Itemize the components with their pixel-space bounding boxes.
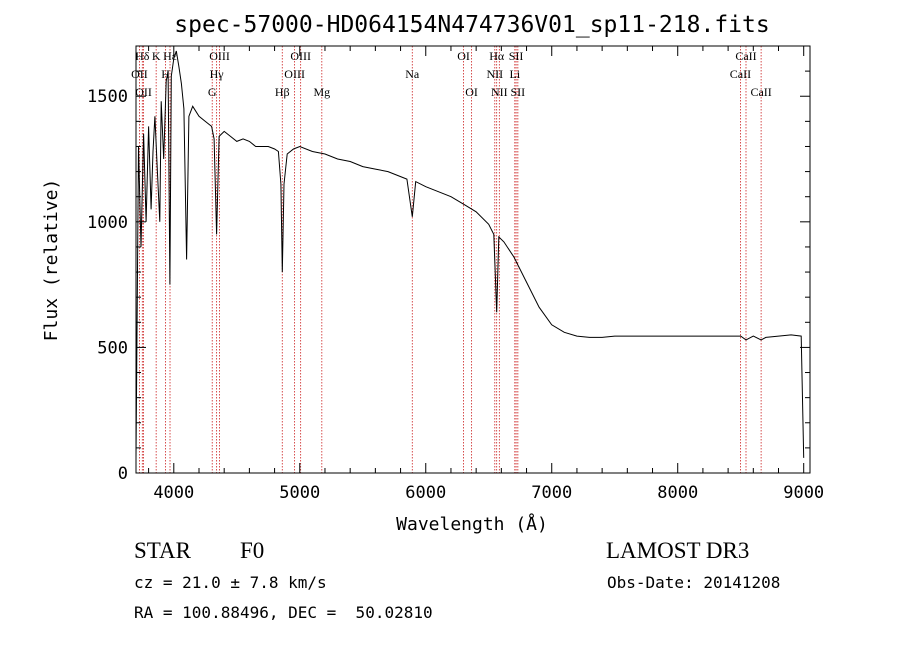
redshift-value: cz = 21.0 ± 7.8 km/s: [134, 573, 327, 592]
line-marker-label: OI: [457, 49, 470, 63]
line-marker-label: NII: [491, 85, 508, 99]
line-marker-label: Na: [405, 67, 420, 81]
line-marker-label: OIII: [209, 49, 230, 63]
line-marker-label: SII: [509, 49, 524, 63]
line-marker-label: Hδ: [135, 49, 150, 63]
spectrum-line: [135, 50, 805, 458]
chart-title: spec-57000-HD064154N474736V01_sp11-218.f…: [174, 12, 769, 38]
x-tick-label: 6000: [405, 483, 446, 503]
y-tick-label: 1500: [87, 87, 128, 107]
plot-frame: [135, 45, 811, 474]
y-axis-label: Flux (relative): [41, 179, 62, 342]
object-type: STAR: [134, 538, 191, 563]
line-marker-label: NII: [486, 67, 503, 81]
line-marker-label: CaII: [735, 49, 756, 63]
y-axis-ticks: 0 500 1000 1500: [87, 45, 810, 484]
x-axis-ticks: 4000 5000 6000 7000 8000 9000: [148, 46, 824, 503]
line-markers: [139, 46, 762, 473]
line-marker-label: Mg: [313, 85, 330, 99]
x-tick-label: 8000: [657, 483, 698, 503]
y-tick-label: 1000: [87, 213, 128, 233]
line-marker-label: Hβ: [275, 85, 290, 99]
line-marker-label: K: [152, 49, 161, 63]
line-marker-label: H: [161, 67, 170, 81]
x-tick-label: 9000: [783, 483, 824, 503]
line-marker-label: OII: [131, 67, 148, 81]
line-marker-label: Hα: [489, 49, 505, 63]
survey-name: LAMOST DR3: [606, 538, 750, 563]
line-marker-label: CaII: [750, 85, 771, 99]
line-marker-label: OI: [465, 85, 478, 99]
x-axis-label: Wavelength (Å): [396, 513, 548, 535]
observation-date: Obs-Date: 20141208: [607, 573, 781, 592]
line-marker-label: OIII: [290, 49, 311, 63]
line-marker-label: SII: [511, 85, 526, 99]
line-marker-label: OIII: [284, 67, 305, 81]
x-tick-label: 5000: [279, 483, 320, 503]
spectral-subclass: F0: [240, 538, 265, 563]
x-tick-label: 7000: [531, 483, 572, 503]
line-marker-label: OII: [135, 85, 152, 99]
coordinates: RA = 100.88496, DEC = 50.02810: [134, 603, 433, 622]
line-marker-label: CaII: [730, 67, 751, 81]
line-marker-label: Hγ: [210, 67, 225, 81]
line-marker-label: G: [208, 85, 217, 99]
x-tick-label: 4000: [153, 483, 194, 503]
y-tick-label: 500: [97, 338, 128, 358]
y-tick-label: 0: [118, 464, 128, 484]
line-marker-label: Li: [509, 67, 520, 81]
